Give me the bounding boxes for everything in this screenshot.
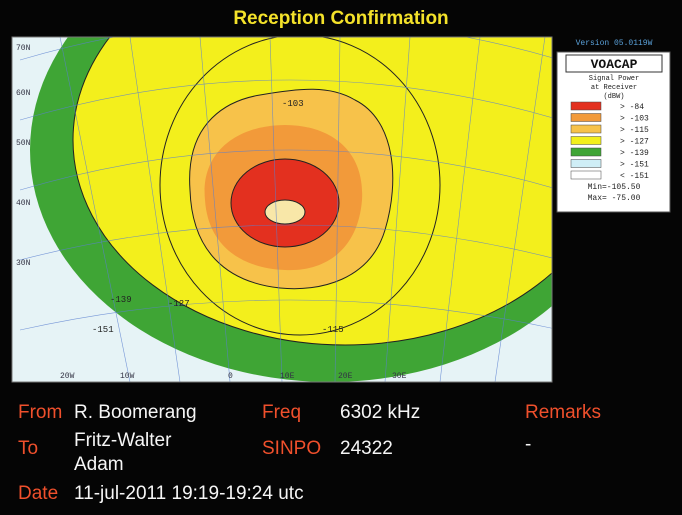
legend-label: > -103 — [620, 115, 649, 124]
to-line-2: Adam — [74, 454, 124, 475]
legend-swatch — [570, 170, 602, 180]
legend-label: > -115 — [620, 126, 649, 135]
legend-min: Min=-105.50 — [588, 183, 641, 192]
date-value: 11-jul-2011 19:19-19:24 utc — [74, 483, 304, 504]
legend-subtitle: at Receiver — [591, 84, 637, 92]
contour-label: -115 — [322, 325, 344, 335]
lat-label: 50N — [16, 139, 31, 148]
legend-label: < -151 — [620, 172, 649, 181]
legend-subtitle: Signal Power — [589, 75, 639, 83]
lon-label: 20W — [60, 372, 75, 381]
lon-label: 20E — [338, 372, 353, 381]
legend-swatch — [570, 159, 602, 168]
coverage-map: -103 -139 -127 -151 -115 70N 60N 50N 40N 30N 20W 10… — [11, 36, 671, 383]
legend-title-box — [565, 54, 663, 73]
lon-label: 10W — [120, 372, 135, 381]
legend-label: > -127 — [620, 138, 649, 147]
legend-swatch — [570, 136, 602, 145]
map-frame — [11, 36, 553, 383]
legend-swatch — [570, 113, 602, 122]
to-label: To — [18, 438, 39, 459]
freq-label: Freq — [262, 402, 302, 423]
legend-swatch — [570, 147, 602, 157]
legend-label: > -139 — [620, 149, 649, 158]
lon-label: 30E — [392, 372, 407, 381]
legend-max: Max= -75.00 — [588, 194, 641, 203]
legend-swatch — [570, 124, 602, 134]
map-layers — [19, 37, 552, 382]
legend-version: Version 05.0119W — [576, 39, 653, 48]
lon-label: 0 — [228, 372, 233, 381]
legend-label: > -151 — [620, 161, 649, 170]
lat-label: 30N — [16, 259, 31, 268]
freq-value: 6302 kHz — [340, 402, 421, 423]
contour-label: -127 — [168, 299, 190, 309]
from-value: R. Boomerang — [74, 402, 197, 423]
from-label: From — [18, 402, 63, 423]
sinpo-label: SINPO — [262, 438, 322, 459]
contour-label: -139 — [110, 295, 132, 305]
zone-max — [264, 199, 306, 225]
lon-label: 10E — [280, 372, 295, 381]
lat-label: 60N — [16, 89, 31, 98]
lat-label: 40N — [16, 199, 31, 208]
lat-label: 70N — [16, 44, 31, 53]
remarks-label: Remarks — [525, 402, 602, 423]
to-line-1: Fritz-Walter — [74, 430, 172, 451]
legend-label: > -84 — [620, 103, 644, 112]
sinpo-value: 24322 — [340, 438, 393, 459]
card-title: Reception Confirmation — [233, 8, 449, 29]
date-label: Date — [18, 483, 59, 504]
contour-115 — [159, 37, 441, 336]
legend-swatch — [570, 101, 602, 111]
contour-label: -103 — [282, 99, 304, 109]
remarks-value: - — [525, 434, 532, 455]
legend-title: VOACAP — [591, 57, 638, 72]
contour-label: -151 — [92, 325, 114, 335]
legend-subtitle: (dBW) — [603, 93, 624, 101]
graticule — [19, 37, 552, 382]
